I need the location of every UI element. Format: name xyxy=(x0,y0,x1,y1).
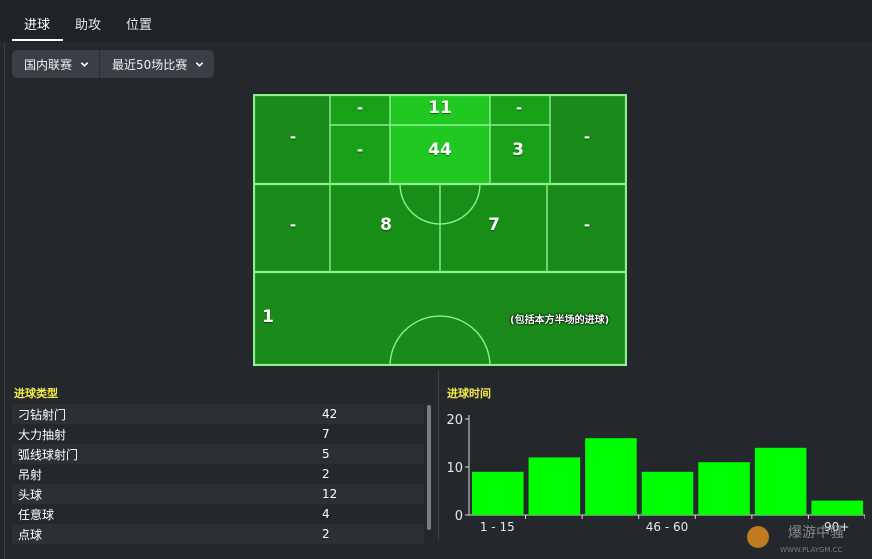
goal-type-name: 头球 xyxy=(18,487,43,502)
goal-type-name: 刁钻射门 xyxy=(18,407,67,422)
zone-box-right: 3 xyxy=(512,140,524,160)
goal-type-name: 任意球 xyxy=(18,507,55,522)
goal-type-count: 42 xyxy=(322,407,338,421)
zone-six-yard-center: 11 xyxy=(428,98,452,118)
goal-type-count: 7 xyxy=(322,427,330,441)
zone-box-left: - xyxy=(356,141,364,159)
left-border xyxy=(4,42,5,559)
zone-edge-left: - xyxy=(289,216,297,234)
list-item: 刁钻射门 42 xyxy=(12,404,424,424)
zone-edge-center-left: 8 xyxy=(380,215,392,235)
zone-six-yard-left: - xyxy=(356,99,364,117)
watermark-url: WWW.PLAYGM.CC xyxy=(780,546,843,554)
site-watermark: 爆游中骚 WWW.PLAYGM.CC xyxy=(747,525,844,554)
bar-7 xyxy=(811,500,863,515)
list-item: 点球 2 xyxy=(12,524,424,544)
goal-time-title: 进球时间 xyxy=(447,387,491,400)
pitch-markings xyxy=(253,94,627,366)
y-tick-label: 0 xyxy=(455,509,463,524)
y-tick-label: 20 xyxy=(446,413,463,428)
own-half-note: (包括本方半场的进球) xyxy=(510,315,610,326)
goal-type-name: 大力抽射 xyxy=(18,427,67,442)
goal-types-list: 刁钻射门 42 大力抽射 7 弧线球射门 5 吊射 2 头球 12 任意球 4 点球 2 xyxy=(12,404,424,544)
watermark-brand: 爆游中骚 xyxy=(788,525,844,541)
filter-group: 国内联赛 最近50场比赛 xyxy=(12,50,215,78)
zone-edge-center-right: 7 xyxy=(488,215,500,235)
period-dropdown[interactable]: 最近50场比赛 xyxy=(99,50,214,78)
central-box-hot-zone xyxy=(390,94,490,184)
list-item: 任意球 4 xyxy=(12,504,424,524)
goal-type-count: 2 xyxy=(322,467,330,481)
zone-wide-right: - xyxy=(583,128,591,146)
chevron-down-icon xyxy=(196,61,204,67)
zone-box-center: 44 xyxy=(428,140,452,160)
goal-type-count: 12 xyxy=(322,487,338,501)
bar-3 xyxy=(585,438,637,515)
zone-six-yard-right: - xyxy=(515,99,523,117)
tab-position[interactable]: 位置 xyxy=(126,18,153,33)
goal-types-scrollbar[interactable] xyxy=(427,405,431,530)
edge-zone-fill xyxy=(330,184,547,272)
list-item: 吊射 2 xyxy=(12,464,424,484)
goal-type-count: 2 xyxy=(322,527,330,541)
list-item: 大力抽射 7 xyxy=(12,424,424,444)
zone-own-half: 1 xyxy=(262,307,274,327)
watermark-logo-icon xyxy=(747,526,769,548)
zone-wide-left: - xyxy=(289,128,297,146)
tab-assists[interactable]: 助攻 xyxy=(75,18,102,33)
goal-type-count: 4 xyxy=(322,507,330,521)
list-item: 头球 12 xyxy=(12,484,424,504)
tab-goals[interactable]: 进球 xyxy=(24,18,51,33)
zone-edge-right: - xyxy=(583,216,591,234)
goal-time-bar-chart: 0 10 20 1 - 15 46 - 60 90+ xyxy=(446,413,865,534)
panel-divider xyxy=(438,370,439,540)
goal-type-count: 5 xyxy=(322,447,330,461)
active-tab-indicator xyxy=(12,39,63,41)
period-dropdown-label: 最近50场比赛 xyxy=(112,57,188,72)
competition-dropdown-label: 国内联赛 xyxy=(24,57,73,72)
top-tab-bar xyxy=(0,0,872,42)
x-tick-label: 90+ xyxy=(824,520,849,534)
goal-type-name: 弧线球射门 xyxy=(18,447,79,462)
goal-type-name: 点球 xyxy=(18,527,43,542)
goal-type-name: 吊射 xyxy=(18,467,43,482)
x-tick-label: 46 - 60 xyxy=(646,520,689,534)
bar-1 xyxy=(472,471,524,515)
list-item: 弧线球射门 5 xyxy=(12,444,424,464)
bar-4 xyxy=(641,471,694,515)
x-tick-label: 1 - 15 xyxy=(480,520,515,534)
bar-5 xyxy=(698,462,750,515)
chevron-down-icon xyxy=(80,61,89,67)
competition-dropdown[interactable]: 国内联赛 xyxy=(12,50,99,78)
bar-2 xyxy=(528,457,581,515)
y-tick-label: 10 xyxy=(446,461,463,476)
bar-6 xyxy=(754,447,807,515)
goal-zone-pitch: - 11 - - - - 44 3 - 8 7 - 1 xyxy=(253,94,627,366)
goal-types-title: 进球类型 xyxy=(14,387,58,400)
